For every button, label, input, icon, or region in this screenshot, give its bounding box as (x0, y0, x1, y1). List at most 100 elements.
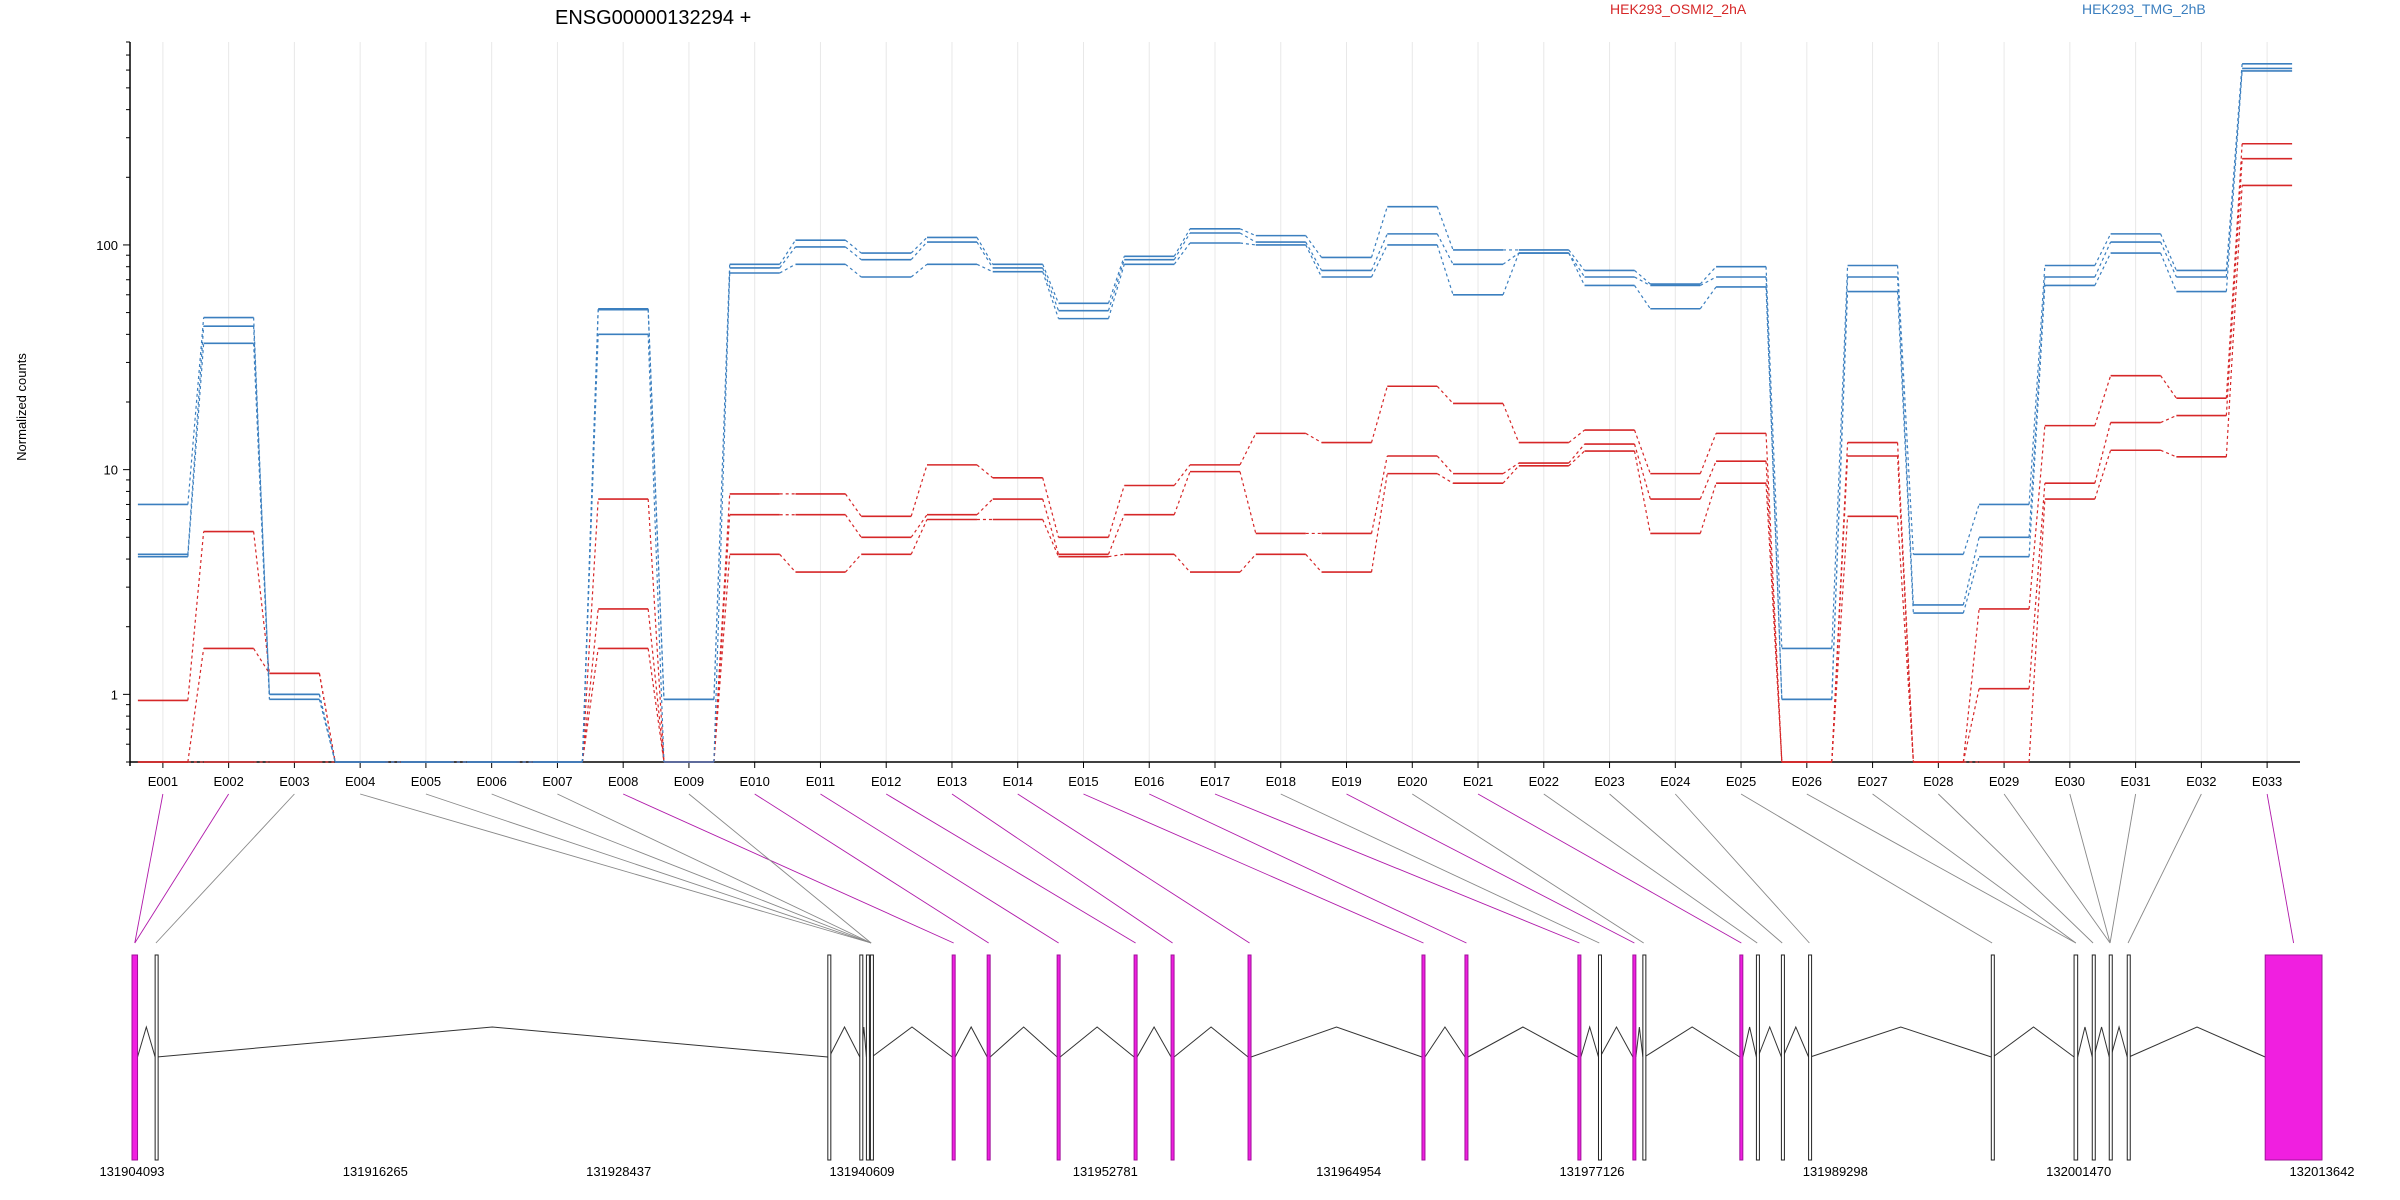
series-1-link-16 (1239, 471, 1257, 534)
series-4-link-0 (187, 326, 205, 555)
series-0-link-31 (2225, 143, 2243, 399)
series-0-link-23 (1699, 433, 1717, 474)
x-tick-label-E019: E019 (1331, 774, 1361, 789)
series-4-link-24 (1765, 276, 1783, 700)
series-5-link-1 (253, 343, 271, 700)
connector-E033 (2266, 793, 2295, 944)
y-axis-label: Normalized counts (14, 353, 29, 461)
exon-17 (1642, 954, 1647, 1161)
x-tick-label-E013: E013 (937, 774, 967, 789)
series-2-link-8 (713, 554, 731, 763)
series-2-link-30 (2160, 449, 2177, 458)
x-tick-label-E002: E002 (213, 774, 243, 789)
exon-4 (865, 954, 870, 1161)
coord-tick-label-0: 131904093 (99, 1164, 164, 1179)
coord-tick-label-9: 132013642 (2289, 1164, 2354, 1179)
series-5-link-2 (318, 699, 336, 763)
connector-E031 (2109, 793, 2137, 944)
exon-6 (951, 954, 956, 1161)
series-4-link-26 (1896, 276, 1914, 605)
connector-E015 (1083, 793, 1424, 944)
series-1-link-10 (844, 514, 862, 538)
intron-19 (1757, 1025, 1782, 1058)
series-5-link-10 (845, 263, 862, 278)
connector-E003 (155, 793, 295, 944)
x-tick-label-E018: E018 (1266, 774, 1296, 789)
exon-2 (827, 954, 832, 1161)
series-5-link-19 (1436, 244, 1454, 295)
series-3-link-28 (2028, 265, 2046, 505)
series-2-link-23 (1699, 483, 1717, 534)
intron-0 (137, 1025, 156, 1058)
intron-1 (156, 1026, 828, 1058)
series-5-link-25 (1831, 291, 1849, 700)
series-4-link-7 (647, 309, 665, 700)
intron-23 (2077, 1026, 2093, 1058)
exon-25 (2108, 954, 2113, 1161)
x-tick-label-E029: E029 (1989, 774, 2019, 789)
series-0-link-6 (581, 498, 599, 763)
exon-16 (1632, 954, 1637, 1161)
exon-3 (859, 954, 864, 1161)
series-3-link-15 (1173, 228, 1191, 257)
series-0-link-14 (1107, 485, 1125, 538)
series-0-link-19 (1436, 385, 1454, 404)
connector-E029 (2003, 793, 2111, 944)
exon-0 (131, 954, 139, 1161)
series-0-link-13 (1042, 477, 1060, 538)
series-2-link-7 (647, 648, 665, 763)
x-tick-label-E021: E021 (1463, 774, 1493, 789)
series-3-link-0 (187, 317, 205, 505)
series-0-link-29 (2094, 375, 2112, 426)
x-tick-label-E023: E023 (1594, 774, 1624, 789)
exon-5 (869, 954, 874, 1161)
y-tick-label-1: 10 (104, 463, 118, 478)
intron-17 (1644, 1026, 1741, 1058)
genomic-coordinate-axis: 131904093 131916265 131928437 131940609 1319… (99, 1164, 2354, 1179)
chart-title: ENSG00000132294 + (555, 7, 751, 29)
exon-19 (1755, 954, 1760, 1161)
connector-E002 (134, 793, 230, 944)
intron-6 (954, 1025, 988, 1058)
x-tick-label-E022: E022 (1529, 774, 1559, 789)
intron-22 (1992, 1026, 2075, 1058)
series-0-link-18 (1370, 386, 1388, 443)
exon-22 (1990, 954, 1995, 1161)
series-0-link-27 (1962, 608, 1980, 763)
series-1-link-18 (1370, 455, 1388, 534)
series-5-link-7 (647, 334, 665, 763)
series-4-link-19 (1436, 233, 1454, 265)
x-tick-label-E005: E005 (411, 774, 441, 789)
connector-E004 (360, 793, 872, 944)
series-2-link-24 (1765, 483, 1783, 763)
series-3-link-25 (1831, 265, 1849, 649)
exon-10 (1170, 954, 1175, 1161)
x-tick-label-E014: E014 (1003, 774, 1033, 789)
x-tick-label-E024: E024 (1660, 774, 1690, 789)
exon-9 (1133, 954, 1138, 1161)
series-4-link-9 (779, 246, 796, 269)
series-2-link-17 (1305, 553, 1322, 573)
series-5-link-15 (1173, 242, 1191, 265)
series-3-link-27 (1962, 504, 1980, 555)
x-tick-label-E028: E028 (1923, 774, 1953, 789)
series-5-link-30 (2160, 252, 2177, 292)
intron-20 (1782, 1025, 1810, 1058)
series-4-link-15 (1173, 232, 1191, 260)
series-2-link-21 (1568, 450, 1585, 467)
series-2-link-26 (1896, 516, 1914, 763)
exon-24 (2091, 954, 2096, 1161)
series-5 (137, 70, 2293, 763)
series-4-link-22 (1634, 276, 1651, 287)
intron-7 (989, 1026, 1058, 1058)
series-2-link-19 (1436, 473, 1454, 484)
series-0-link-16 (1239, 433, 1257, 466)
series-4-link-13 (1042, 267, 1060, 311)
x-tick-label-E008: E008 (608, 774, 638, 789)
series-3-link-21 (1568, 249, 1586, 271)
series-2-link-22 (1633, 450, 1651, 534)
series-2-link-6 (581, 648, 599, 763)
intron-9 (1136, 1025, 1172, 1058)
series-0-link-10 (844, 493, 862, 517)
coord-tick-label-4: 131952781 (1073, 1164, 1138, 1179)
